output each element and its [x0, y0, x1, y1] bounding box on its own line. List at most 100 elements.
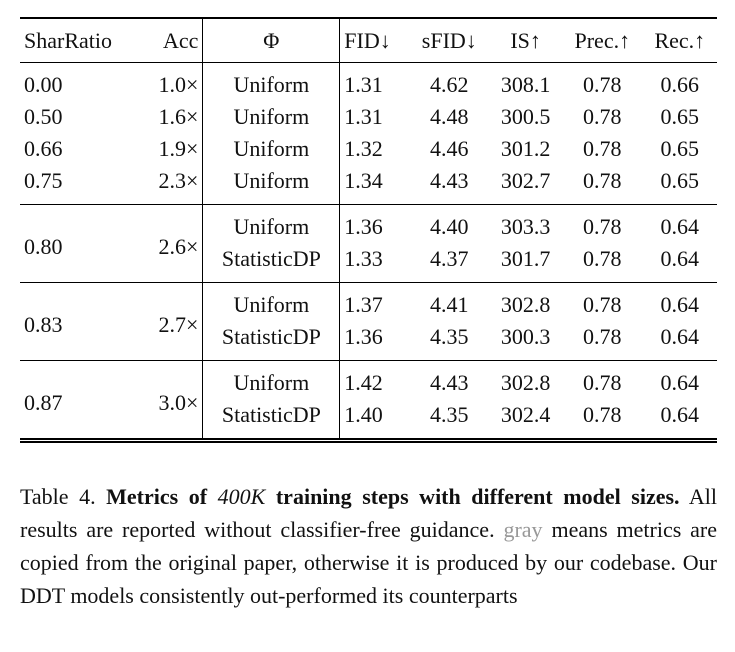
cell: 4.40 — [409, 204, 490, 243]
cell: 4.37 — [430, 246, 469, 271]
cell: Uniform — [202, 282, 341, 321]
caption-bold: training steps with different model size… — [275, 484, 680, 509]
cell: 0.65 — [660, 168, 700, 193]
cell: Uniform — [202, 360, 341, 399]
cell: 0.00 — [24, 72, 63, 97]
cell: Uniform — [202, 204, 341, 243]
table-row: 0.50 1.6× Uniform 1.31 4.48 300.5 0.78 0.65 — [20, 101, 717, 133]
cell: 0.80 — [20, 204, 142, 283]
cell: 1.32 — [344, 136, 383, 161]
cell: 300.5 — [500, 104, 551, 129]
cell: 302.7 — [500, 168, 551, 193]
column-header: sFID↓ — [409, 18, 490, 63]
cell: 0.83 — [20, 282, 142, 361]
cell: 1.9× — [141, 133, 204, 165]
table-row: 0.00 1.0× Uniform 1.31 4.62 308.1 0.78 0.66 — [20, 62, 717, 101]
row-group: 0.83 2.7× Uniform 1.37 4.41 302.8 0.78 0.64 Stat… — [20, 282, 717, 361]
table-row: 0.83 2.7× Uniform 1.37 4.41 302.8 0.78 0.64 — [20, 282, 717, 361]
cell: 4.43 — [430, 168, 469, 193]
cell: 1.33 — [344, 246, 383, 271]
cell: Uniform — [202, 62, 341, 101]
caption-bold: Metrics of — [106, 484, 208, 509]
table-row: 0.66 1.9× Uniform 1.32 4.46 301.2 0.78 0.65 — [20, 133, 717, 165]
header-row: SharRatio Acc Φ FID↓ sFID↓ IS↑ Prec.↑ Rec.↑ — [20, 18, 717, 63]
column-header: FID↓ — [339, 18, 410, 63]
cell: 1.0× — [141, 62, 204, 101]
cell: 1.34 — [344, 168, 383, 193]
table-row: 0.87 3.0× Uniform 1.42 4.43 302.8 0.78 0.64 — [20, 360, 717, 441]
cell: 0.75 — [24, 168, 63, 193]
caption-label: Table 4. — [20, 484, 96, 509]
cell: 303.3 — [489, 204, 563, 243]
cell: 0.66 — [660, 72, 700, 97]
cell: Uniform — [202, 165, 341, 205]
column-header: SharRatio — [20, 18, 142, 63]
cell: 2.3× — [141, 165, 204, 205]
cell: 0.78 — [562, 360, 643, 399]
cell: 0.78 — [562, 282, 643, 321]
cell: 4.41 — [409, 282, 490, 321]
cell: 1.42 — [339, 360, 410, 399]
caption-text: means metrics are copied from the origin… — [20, 517, 718, 608]
cell: 0.87 — [20, 360, 142, 441]
caption-math: 400K — [217, 484, 266, 509]
cell: 4.46 — [430, 136, 469, 161]
column-header: Rec.↑ — [642, 18, 717, 63]
cell: 0.78 — [583, 246, 622, 271]
caption: Table 4. Metrics of 400K training steps … — [20, 480, 717, 612]
column-header: Φ — [202, 18, 341, 63]
cell: 0.78 — [583, 72, 622, 97]
cell: 302.8 — [489, 282, 563, 321]
cell: 308.1 — [500, 72, 551, 97]
cell: 4.48 — [430, 104, 469, 129]
cell: 0.78 — [583, 324, 622, 349]
cell: 0.78 — [583, 402, 622, 427]
cell: 1.37 — [339, 282, 410, 321]
cell: 0.66 — [24, 136, 63, 161]
cell: 4.43 — [409, 360, 490, 399]
cell: 0.64 — [660, 402, 700, 427]
column-header: Prec.↑ — [562, 18, 643, 63]
table-row: 0.75 2.3× Uniform 1.34 4.43 302.7 0.78 0.65 — [20, 165, 717, 205]
cell: 3.0× — [141, 360, 204, 441]
caption-text: All results are reported without classif… — [20, 484, 718, 542]
cell: 2.7× — [141, 282, 204, 361]
cell: 1.31 — [344, 104, 383, 129]
cell: 0.50 — [24, 104, 63, 129]
cell: 4.35 — [430, 402, 469, 427]
row-group: 0.87 3.0× Uniform 1.42 4.43 302.8 0.78 0.64 Stat… — [20, 360, 717, 441]
table-row: 0.80 2.6× Uniform 1.36 4.40 303.3 0.78 0.64 — [20, 204, 717, 283]
cell: 4.62 — [430, 72, 469, 97]
cell: 1.31 — [344, 72, 383, 97]
cell: 1.6× — [141, 101, 204, 133]
cell: 4.35 — [430, 324, 469, 349]
cell: 1.40 — [344, 402, 383, 427]
cell: 1.36 — [344, 324, 383, 349]
results-table: SharRatio Acc Φ FID↓ sFID↓ IS↑ Prec.↑ Rec.↑ 0.0… — [20, 17, 717, 443]
cell: 301.2 — [500, 136, 551, 161]
row-group: 0.80 2.6× Uniform 1.36 4.40 303.3 0.78 0.64 Stat… — [20, 204, 717, 283]
cell: Uniform — [202, 133, 341, 165]
cell: 0.78 — [562, 204, 643, 243]
cell: 0.64 — [642, 360, 717, 399]
cell: StatisticDP — [202, 243, 341, 283]
cell: 0.78 — [583, 168, 622, 193]
cell: 0.78 — [583, 104, 622, 129]
cell: 0.64 — [642, 204, 717, 243]
cell: 302.4 — [500, 402, 551, 427]
table-row: StatisticDP 1.40 4.35 302.4 0.78 0.64 — [20, 399, 717, 441]
caption-gray: gray — [503, 517, 543, 542]
cell: 302.8 — [489, 360, 563, 399]
cell: 300.3 — [500, 324, 551, 349]
row-group: 0.00 1.0× Uniform 1.31 4.62 308.1 0.78 0.66 0.50… — [20, 62, 717, 205]
cell: 301.7 — [500, 246, 551, 271]
cell: 0.64 — [642, 282, 717, 321]
cell: 0.64 — [660, 324, 700, 349]
column-header: IS↑ — [489, 18, 563, 63]
cell: 0.65 — [660, 104, 700, 129]
table-row: StatisticDP 1.36 4.35 300.3 0.78 0.64 — [20, 321, 717, 361]
cell: 0.78 — [583, 136, 622, 161]
table-row: StatisticDP 1.33 4.37 301.7 0.78 0.64 — [20, 243, 717, 283]
cell: Uniform — [202, 101, 341, 133]
